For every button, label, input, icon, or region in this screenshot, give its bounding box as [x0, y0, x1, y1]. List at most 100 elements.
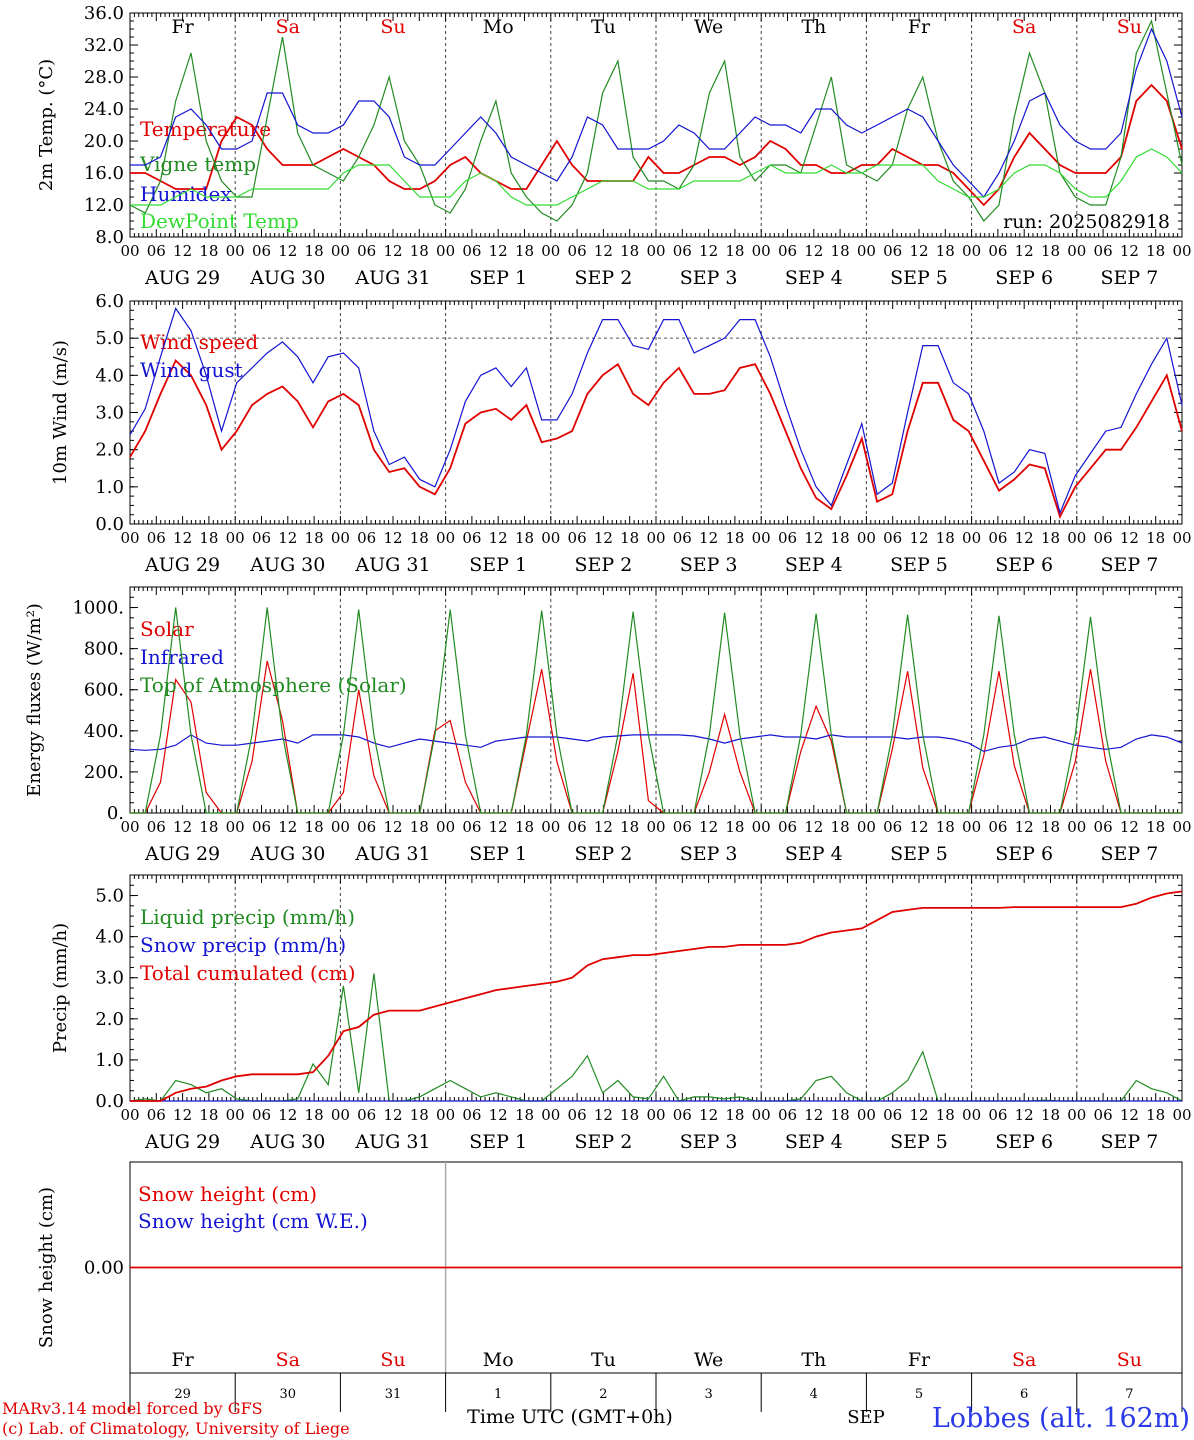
x-hour-tick-label: 06	[778, 529, 797, 547]
y-tick-label: 0.	[107, 803, 124, 824]
x-hour-tick-label: 00	[331, 818, 350, 836]
day-number: 7	[1125, 1387, 1133, 1402]
day-name-bottom: Tu	[591, 1349, 616, 1371]
panel-frame	[129, 12, 1183, 238]
x-date-label: SEP 1	[469, 1131, 527, 1153]
y-tick-label: 2.0	[95, 440, 124, 461]
day-name-bottom: Fr	[908, 1349, 931, 1371]
series-line-wind-speed	[129, 358, 1183, 519]
credit-line-2: (c) Lab. of Climatology, University of L…	[2, 1419, 350, 1438]
day-name-bottom: Su	[380, 1349, 405, 1371]
x-hour-tick-label: 18	[831, 529, 850, 547]
day-name-bottom: Fr	[171, 1349, 194, 1371]
day-name-top: Fr	[171, 16, 194, 38]
series-line-humidex	[130, 27, 1183, 198]
x-hour-tick-label: 00	[120, 242, 139, 260]
y-tick-label: 1.0	[95, 1050, 124, 1071]
x-hour-tick-label: 18	[410, 1106, 429, 1124]
series-line-vigne-temp	[129, 19, 1183, 222]
x-hour-tick-label: 12	[383, 1106, 402, 1124]
x-hour-tick-label: 18	[936, 1106, 955, 1124]
y-tick-label: 0.00	[84, 1258, 124, 1279]
x-hour-tick-label: 00	[1067, 242, 1086, 260]
x-hour-tick-label: 06	[673, 1106, 692, 1124]
x-hour-tick-label: 00	[1172, 1106, 1191, 1124]
x-hour-tick-label: 06	[568, 529, 587, 547]
y-tick-label: 32.0	[84, 35, 124, 56]
series-line-top-of-atmosphere-solar-	[130, 607, 1182, 814]
x-hour-tick-label: 00	[962, 529, 981, 547]
x-hour-tick-label: 18	[515, 242, 534, 260]
y-tick-label: 20.0	[84, 131, 124, 152]
x-hour-tick-label: 00	[541, 529, 560, 547]
day-number: 5	[915, 1387, 923, 1402]
x-hour-tick-label: 12	[699, 1106, 718, 1124]
legend-label: DewPoint Temp	[140, 209, 299, 233]
x-hour-tick-label: 18	[305, 529, 324, 547]
x-hour-tick-label: 18	[620, 818, 639, 836]
x-hour-tick-label: 12	[804, 529, 823, 547]
x-hour-tick-label: 12	[489, 529, 508, 547]
y-tick-label: 6.0	[95, 291, 124, 312]
y-tick-label: 36.0	[84, 3, 124, 24]
panel-4: 0.0 1.0 2.0 3.0 4.0 5.0 Precip (mm/h) Liquid pr…	[50, 874, 1192, 1153]
x-hour-tick-label: 00	[331, 529, 350, 547]
x-hour-tick-label: 18	[620, 529, 639, 547]
x-hour-tick-label: 12	[594, 1106, 613, 1124]
legend-label: Vigne temp	[139, 152, 256, 176]
legend-label: Top of Atmosphere (Solar)	[140, 673, 407, 697]
x-date-label: SEP 6	[995, 554, 1053, 576]
day-number: 6	[1020, 1387, 1028, 1402]
x-hour-tick-label: 18	[199, 1106, 218, 1124]
x-hour-tick-label: 18	[831, 1106, 850, 1124]
x-date-label: SEP 7	[1100, 554, 1158, 576]
x-date-label: AUG 30	[249, 554, 325, 576]
panel-1: 8.0 12.0 16.0 20.0 24.0 28.0 32.0 36.0 2m Temp. …	[36, 3, 1192, 289]
x-date-label: AUG 31	[354, 267, 430, 289]
x-hour-tick-label: 06	[568, 1106, 587, 1124]
x-hour-tick-label: 06	[252, 1106, 271, 1124]
x-hour-tick-label: 12	[489, 818, 508, 836]
x-date-label: SEP 4	[785, 1131, 843, 1153]
x-hour-tick-label: 18	[936, 529, 955, 547]
x-hour-tick-label: 12	[594, 818, 613, 836]
x-hour-tick-label: 06	[1094, 242, 1113, 260]
x-date-label: AUG 29	[144, 267, 220, 289]
y-axis-label: Precip (mm/h)	[50, 923, 71, 1053]
day-name-top: Su	[380, 16, 405, 38]
x-date-label: AUG 29	[144, 843, 220, 865]
x-hour-tick-label: 06	[462, 529, 481, 547]
x-hour-tick-label: 06	[778, 818, 797, 836]
credit-line-1: MARv3.14 model forced by GFS	[2, 1399, 263, 1418]
x-hour-tick-label: 12	[383, 818, 402, 836]
day-number: 30	[280, 1387, 297, 1402]
x-hour-tick-label: 00	[1067, 529, 1086, 547]
y-tick-label: 4.0	[95, 365, 124, 386]
y-tick-label: 0.0	[95, 514, 124, 535]
panel-3: 0. 200. 400. 600. 800. 1000. Energy fluxes (W/…	[24, 586, 1192, 865]
x-hour-tick-label: 00	[857, 529, 876, 547]
x-hour-tick-label: 18	[199, 529, 218, 547]
x-hour-tick-label: 06	[883, 818, 902, 836]
y-axis-label: 10m Wind (m/s)	[50, 340, 71, 485]
x-hour-tick-label: 18	[725, 818, 744, 836]
x-hour-tick-label: 12	[1120, 529, 1139, 547]
x-hour-tick-label: 12	[383, 242, 402, 260]
x-date-label: SEP 5	[890, 843, 948, 865]
x-date-label: SEP 2	[574, 554, 632, 576]
x-hour-tick-label: 00	[541, 242, 560, 260]
x-hour-tick-label: 06	[462, 242, 481, 260]
x-hour-tick-label: 12	[909, 242, 928, 260]
x-hour-tick-label: 00	[962, 1106, 981, 1124]
x-date-label: SEP 3	[680, 554, 738, 576]
station-label: Lobbes (alt. 162m)	[932, 1403, 1190, 1434]
x-hour-tick-label: 06	[568, 818, 587, 836]
day-name-top: Mo	[483, 16, 514, 38]
x-hour-tick-label: 06	[357, 242, 376, 260]
x-date-label: SEP 1	[469, 554, 527, 576]
legend-label: Solar	[140, 617, 194, 641]
x-date-label: AUG 31	[354, 1131, 430, 1153]
y-tick-label: 0.0	[95, 1091, 124, 1112]
day-name-bottom: Th	[801, 1349, 826, 1371]
day-name-bottom: Mo	[483, 1349, 514, 1371]
